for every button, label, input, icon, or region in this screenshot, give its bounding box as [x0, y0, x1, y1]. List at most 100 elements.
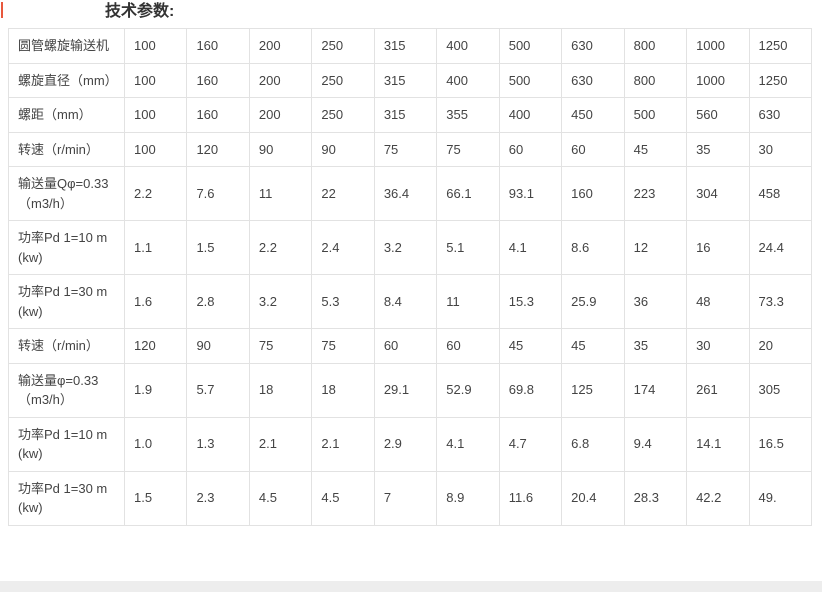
value-cell: 60	[373, 328, 438, 364]
value-cell: 174	[623, 362, 688, 418]
value-cell: 29.1	[373, 362, 438, 418]
value-cell: 6.8	[561, 416, 625, 472]
value-cell: 315	[373, 28, 438, 64]
row-label-cell: 转速（r/min）	[8, 328, 125, 364]
value-cell: 1000	[686, 28, 750, 64]
value-cell: 75	[311, 328, 375, 364]
table-row: 输送量φ=0.33 （m3/h） 1.9 5.7 18 18 29.1 52.9 69.8 12…	[8, 362, 813, 418]
table-row: 螺旋直径（mm） 100 160 200 250 315 400 500 630 800 1000 1…	[8, 62, 813, 98]
row-label-cell: 功率Pd 1=30 m(kw)	[8, 470, 125, 526]
value-cell: 100	[123, 62, 188, 98]
row-label-cell: 功率Pd 1=10 m(kw)	[8, 416, 125, 472]
value-cell: 120	[186, 131, 250, 167]
value-cell: 60	[561, 131, 625, 167]
value-cell: 2.2	[123, 166, 188, 221]
value-cell: 1.1	[123, 220, 188, 275]
value-cell: 4.7	[498, 416, 563, 472]
value-cell: 1.5	[186, 220, 250, 275]
row-label-cell: 转速（r/min）	[8, 131, 125, 167]
value-cell: 60	[498, 131, 563, 167]
value-cell: 1.5	[123, 470, 188, 526]
value-cell: 4.1	[498, 220, 563, 275]
value-cell: 223	[623, 166, 688, 221]
value-cell: 14.1	[686, 416, 750, 472]
value-cell: 400	[498, 97, 563, 133]
value-cell: 500	[498, 62, 563, 98]
value-cell: 800	[623, 28, 688, 64]
value-cell: 11	[436, 274, 500, 329]
table-row: 转速（r/min） 120 90 75 75 60 60 45 45 35 30 20	[8, 328, 813, 364]
page-title: 技术参数:	[105, 3, 175, 20]
value-cell: 4.5	[248, 470, 313, 526]
bottom-strip	[0, 581, 822, 592]
value-cell: 90	[248, 131, 313, 167]
value-cell: 160	[186, 62, 250, 98]
value-cell: 20	[748, 328, 813, 364]
value-cell: 36.4	[373, 166, 438, 221]
value-cell: 2.4	[311, 220, 375, 275]
text-cursor-mark	[1, 2, 3, 18]
value-cell: 560	[686, 97, 750, 133]
value-cell: 15.3	[498, 274, 563, 329]
table-row: 圆管螺旋输送机 100 160 200 250 315 400 500 630 800 1000 12…	[8, 28, 813, 64]
value-cell: 630	[561, 62, 625, 98]
value-cell: 60	[436, 328, 500, 364]
row-label-cell: 圆管螺旋输送机	[8, 28, 125, 64]
value-cell: 1250	[748, 28, 813, 64]
value-cell: 35	[623, 328, 688, 364]
value-cell: 304	[686, 166, 750, 221]
value-cell: 160	[186, 97, 250, 133]
value-cell: 400	[436, 62, 500, 98]
value-cell: 9.4	[623, 416, 688, 472]
value-cell: 8.4	[373, 274, 438, 329]
value-cell: 45	[498, 328, 563, 364]
value-cell: 8.9	[436, 470, 500, 526]
value-cell: 355	[436, 97, 500, 133]
row-label-cell: 输送量Qφ=0.33（m3/h）	[8, 166, 125, 221]
value-cell: 2.2	[248, 220, 313, 275]
value-cell: 7.6	[186, 166, 250, 221]
value-cell: 2.3	[186, 470, 250, 526]
value-cell: 5.7	[186, 362, 250, 418]
value-cell: 24.4	[748, 220, 813, 275]
value-cell: 2.1	[311, 416, 375, 472]
value-cell: 1250	[748, 62, 813, 98]
value-cell: 261	[686, 362, 750, 418]
value-cell: 100	[123, 28, 188, 64]
value-cell: 2.9	[373, 416, 438, 472]
table-row: 螺距（mm） 100 160 200 250 315 355 400 450 500 560 630	[8, 97, 813, 133]
row-label-cell: 功率Pd 1=10 m(kw)	[8, 220, 125, 275]
value-cell: 30	[748, 131, 813, 167]
value-cell: 25.9	[561, 274, 625, 329]
value-cell: 200	[248, 28, 313, 64]
value-cell: 630	[748, 97, 813, 133]
value-cell: 20.4	[561, 470, 625, 526]
value-cell: 52.9	[436, 362, 500, 418]
value-cell: 1000	[686, 62, 750, 98]
value-cell: 4.1	[436, 416, 500, 472]
value-cell: 66.1	[436, 166, 500, 221]
value-cell: 28.3	[623, 470, 688, 526]
value-cell: 160	[186, 28, 250, 64]
value-cell: 49.	[748, 470, 813, 526]
value-cell: 5.3	[311, 274, 375, 329]
value-cell: 250	[311, 62, 375, 98]
value-cell: 3.2	[373, 220, 438, 275]
value-cell: 8.6	[561, 220, 625, 275]
table-row: 功率Pd 1=30 m(kw) 1.5 2.3 4.5 4.5 7 8.9 11.6 20.4 2…	[8, 470, 813, 526]
table-row: 输送量Qφ=0.33（m3/h） 2.2 7.6 11 22 36.4 66.1 93.1 16…	[8, 166, 813, 221]
value-cell: 90	[311, 131, 375, 167]
table-row: 转速（r/min） 100 120 90 90 75 75 60 60 45 35 30	[8, 131, 813, 167]
value-cell: 305	[748, 362, 813, 418]
value-cell: 35	[686, 131, 750, 167]
value-cell: 75	[373, 131, 438, 167]
value-cell: 18	[311, 362, 375, 418]
value-cell: 120	[123, 328, 188, 364]
value-cell: 100	[123, 97, 188, 133]
value-cell: 90	[186, 328, 250, 364]
row-label-cell: 螺距（mm）	[8, 97, 125, 133]
value-cell: 630	[561, 28, 625, 64]
value-cell: 69.8	[498, 362, 563, 418]
value-cell: 45	[561, 328, 625, 364]
